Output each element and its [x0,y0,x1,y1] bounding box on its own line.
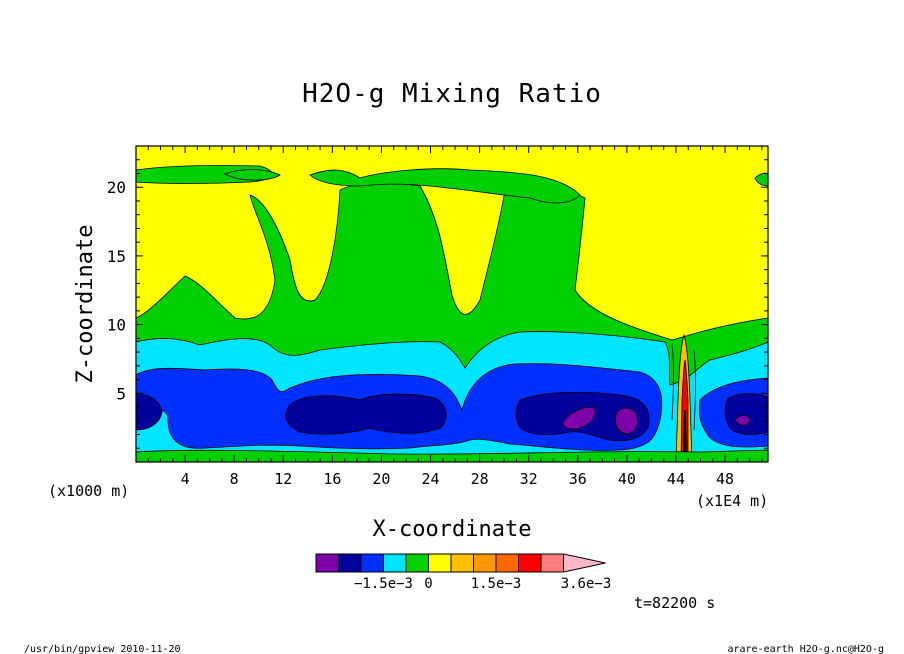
colorbar-tick-label: 0 [424,576,432,592]
chart-title: H2O-g Mixing Ratio [302,79,602,109]
colorbar-cell [405,553,429,573]
footer-right: arare-earth_H2O-g.nc@H2O-g [727,644,884,654]
y-tick-label: 20 [107,178,126,197]
x-tick-label: 12 [274,470,292,488]
x-unit-label: (x1000 m) [48,482,129,500]
x-axis-label: X-coordinate [373,517,532,542]
colorbar-arrow [563,553,606,573]
contour-navy [285,393,447,435]
x-tick-label: 16 [323,470,341,488]
x-tick-label: 20 [372,470,390,488]
x-tick-label: 4 [181,470,190,488]
time-label: t=82200 s [634,594,715,612]
y-tick-label: 5 [116,384,126,403]
colorbar-cell [338,553,362,573]
colorbar [315,553,606,573]
colorbar-tick-label: 1.5e−3 [471,576,522,592]
colorbar-tick-label: 3.6e−3 [561,576,612,592]
plot-area [135,145,769,463]
colorbar-cell [495,553,519,573]
x-tick-label: 24 [421,470,439,488]
colorbar-tick-label: −1.5e−3 [354,576,413,592]
colorbar-cell [428,553,452,573]
y-tick-label: 10 [107,316,126,335]
x-axis: 4 8 12 16 20 24 28 32 36 40 44 48 [147,146,763,488]
x-tick-label: 44 [667,470,685,488]
colorbar-cell [450,553,474,573]
x-tick-label: 40 [618,470,636,488]
x-tick-label: 8 [230,470,239,488]
colorbar-cell [518,553,542,573]
colorbar-tick-labels: −1.5e−3 0 1.5e−3 3.6e−3 [354,576,611,592]
colorbar-cell [315,553,339,573]
y-axis-label: Z-coordinate [73,225,98,384]
x-tick-label: 48 [716,470,734,488]
colorbar-cell [383,553,407,573]
x-tick-label: 32 [520,470,538,488]
y-tick-label: 15 [107,247,126,266]
x-tick-label: 36 [569,470,587,488]
y-axis: 5 10 15 20 [107,159,768,449]
colorbar-cell [540,553,564,573]
footer-left: /usr/bin/gpview 2010-11-20 [24,644,181,654]
x-scale-note: (x1E4 m) [696,492,768,510]
colorbar-cell [473,553,497,573]
contour-purple [562,406,596,430]
colorbar-cell [360,553,384,573]
x-tick-label: 28 [471,470,489,488]
